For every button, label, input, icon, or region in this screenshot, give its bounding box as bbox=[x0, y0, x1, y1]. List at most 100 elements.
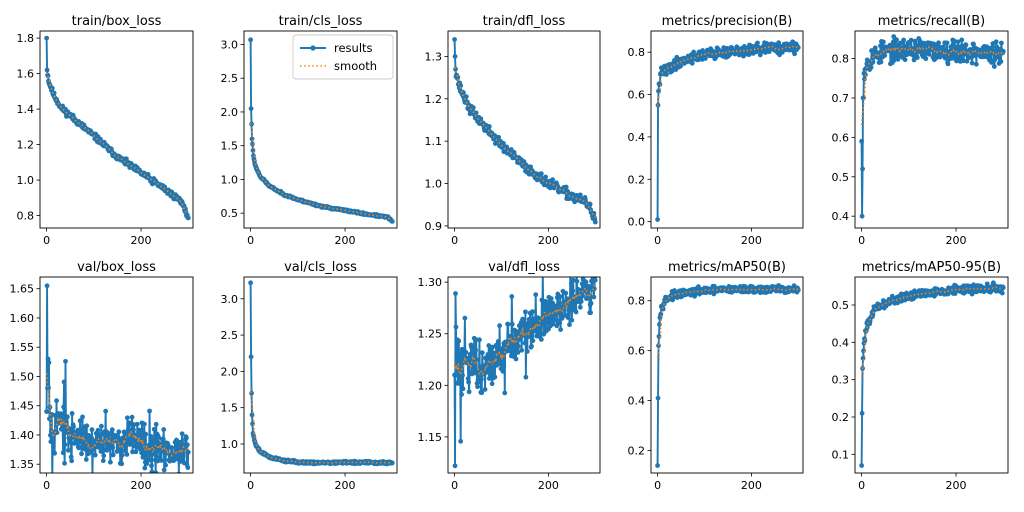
y-tick-label: 1.3 bbox=[425, 50, 443, 63]
results-point bbox=[174, 455, 180, 461]
results-point bbox=[859, 138, 865, 144]
results-point bbox=[134, 421, 140, 427]
results-point bbox=[591, 294, 597, 300]
results-point bbox=[561, 308, 567, 313]
y-tick-label: 1.55 bbox=[10, 341, 35, 354]
results-point bbox=[859, 463, 865, 468]
results-point bbox=[926, 51, 932, 57]
results-point bbox=[689, 60, 695, 66]
results-point bbox=[90, 473, 95, 478]
results-point bbox=[496, 361, 502, 367]
results-point bbox=[452, 54, 458, 59]
results-point bbox=[971, 41, 976, 47]
results-markers bbox=[859, 280, 1006, 468]
y-tick-label: 0.5 bbox=[832, 171, 850, 184]
results-point bbox=[124, 452, 130, 457]
results-point bbox=[465, 355, 471, 361]
y-tick-label: 0.7 bbox=[832, 92, 850, 105]
results-point bbox=[766, 49, 772, 55]
results-point bbox=[470, 361, 475, 367]
results-point bbox=[500, 140, 506, 146]
results-point bbox=[553, 317, 559, 323]
results-point bbox=[580, 293, 586, 299]
results-point bbox=[513, 356, 519, 362]
results-point bbox=[50, 439, 56, 445]
results-point bbox=[119, 461, 125, 467]
results-point bbox=[184, 442, 190, 448]
results-point bbox=[862, 338, 868, 343]
results-point bbox=[60, 450, 66, 456]
results-point bbox=[490, 344, 495, 350]
results-point bbox=[495, 339, 501, 344]
subplot-2: train/cls_loss 0 200 0.5 1.0 1.5 2.0 2.5 3.0 resu… bbox=[221, 14, 398, 247]
results-point bbox=[755, 40, 760, 46]
y-tick-label: 1.5 bbox=[221, 402, 239, 415]
y-tick-label: 0.6 bbox=[628, 89, 646, 102]
results-point bbox=[575, 286, 581, 292]
legend-results-marker bbox=[310, 45, 316, 51]
results-point bbox=[50, 435, 56, 441]
y-tick-label: 0.8 bbox=[628, 295, 646, 308]
results-point bbox=[1000, 285, 1006, 291]
results-point bbox=[570, 288, 576, 294]
smooth-line bbox=[249, 391, 393, 464]
results-point bbox=[49, 85, 55, 91]
results-point bbox=[592, 219, 598, 225]
axes-frame bbox=[39, 276, 194, 474]
results-point bbox=[482, 387, 488, 392]
x-tick-label: 200 bbox=[741, 234, 762, 247]
results-point bbox=[486, 124, 492, 129]
results-markers bbox=[452, 37, 598, 225]
x-tick-label: 200 bbox=[741, 479, 762, 492]
y-tick-label: 1.0 bbox=[221, 438, 239, 451]
results-point bbox=[474, 357, 480, 363]
x-tick-label: 200 bbox=[538, 479, 559, 492]
y-tick-label: 1.5 bbox=[221, 140, 239, 153]
results-point bbox=[71, 424, 76, 430]
results-point bbox=[169, 445, 175, 451]
x-tick-label: 200 bbox=[131, 479, 152, 492]
results-point bbox=[990, 44, 995, 50]
y-tick-label: 1.1 bbox=[425, 135, 443, 148]
results-point bbox=[452, 463, 458, 469]
y-tick-label: 1.20 bbox=[418, 379, 443, 392]
results-point bbox=[66, 435, 72, 441]
y-tick-label: 0.4 bbox=[832, 210, 850, 223]
results-point bbox=[131, 427, 136, 433]
results-point bbox=[908, 37, 914, 43]
smooth-line bbox=[249, 123, 393, 221]
results-point bbox=[149, 463, 154, 469]
results-point bbox=[567, 322, 572, 328]
smooth-line bbox=[45, 72, 189, 216]
results-point bbox=[83, 457, 89, 462]
results-point bbox=[107, 459, 113, 465]
results-point bbox=[530, 309, 535, 315]
results-point bbox=[463, 94, 469, 99]
results-point bbox=[548, 313, 554, 319]
results-point bbox=[878, 59, 884, 65]
y-tick-label: 0.4 bbox=[628, 131, 646, 144]
results-point bbox=[882, 52, 888, 58]
results-point bbox=[478, 376, 484, 382]
results-point bbox=[51, 90, 57, 96]
subplot-title: val/dfl_loss bbox=[488, 260, 560, 275]
subplot-8: val/dfl_loss 0 200 1.15 1.20 1.25 1.30 bbox=[418, 260, 601, 492]
results-point bbox=[75, 427, 81, 433]
results-point bbox=[54, 398, 59, 404]
legend-box bbox=[292, 34, 394, 80]
results-point bbox=[700, 48, 705, 53]
x-tick-label: 200 bbox=[538, 234, 559, 247]
results-point bbox=[489, 381, 495, 387]
results-point bbox=[532, 320, 538, 325]
results-point bbox=[522, 340, 528, 346]
results-point bbox=[563, 290, 569, 296]
results-point bbox=[507, 333, 513, 339]
y-tick-label: 0.9 bbox=[425, 220, 443, 233]
results-point bbox=[98, 433, 103, 439]
subplot-title: train/box_loss bbox=[72, 14, 162, 29]
subplot-9: metrics/mAP50(B) 0 200 0.2 0.4 0.6 0.8 bbox=[628, 260, 804, 492]
results-point bbox=[250, 141, 255, 147]
x-tick-label: 200 bbox=[335, 479, 356, 492]
subplot-title: train/cls_loss bbox=[279, 14, 363, 29]
y-tick-label: 2.5 bbox=[221, 72, 239, 85]
